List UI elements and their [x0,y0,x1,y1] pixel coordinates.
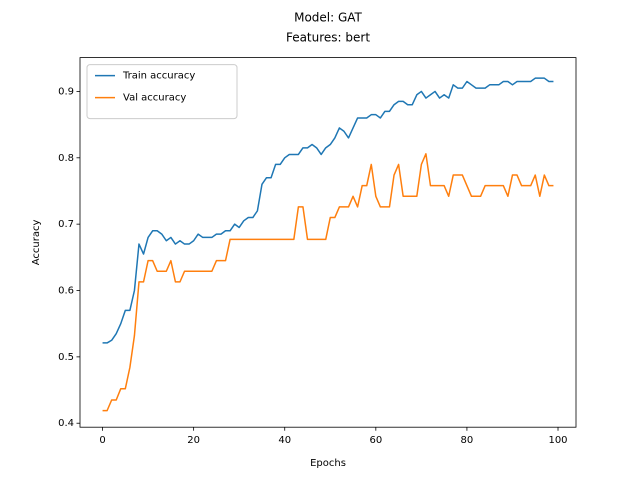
series-line [102,153,554,412]
x-tick-label: 60 [369,435,382,446]
y-tick-label: 0.7 [58,219,74,230]
legend-label: Val accuracy [123,93,186,104]
x-tick-label: 0 [99,435,105,446]
x-axis-label: Epochs [310,458,346,469]
series-line [102,77,554,344]
chart-title: Model: GAT [294,11,362,25]
y-axis-label: Accuracy [31,219,42,265]
x-tick-label: 40 [278,435,291,446]
y-tick-label: 0.9 [58,86,74,97]
y-tick-label: 0.8 [58,153,74,164]
plot-frame [79,57,577,428]
y-tick-label: 0.6 [58,286,74,297]
legend-label: Train accuracy [122,71,195,82]
chart-subtitle: Features: bert [286,31,370,45]
y-tick-label: 0.4 [58,418,74,429]
y-tick-label: 0.5 [58,352,74,363]
legend-box [86,64,238,120]
x-tick-label: 80 [461,435,474,446]
x-tick-label: 20 [187,435,200,446]
x-tick-label: 100 [548,435,567,446]
